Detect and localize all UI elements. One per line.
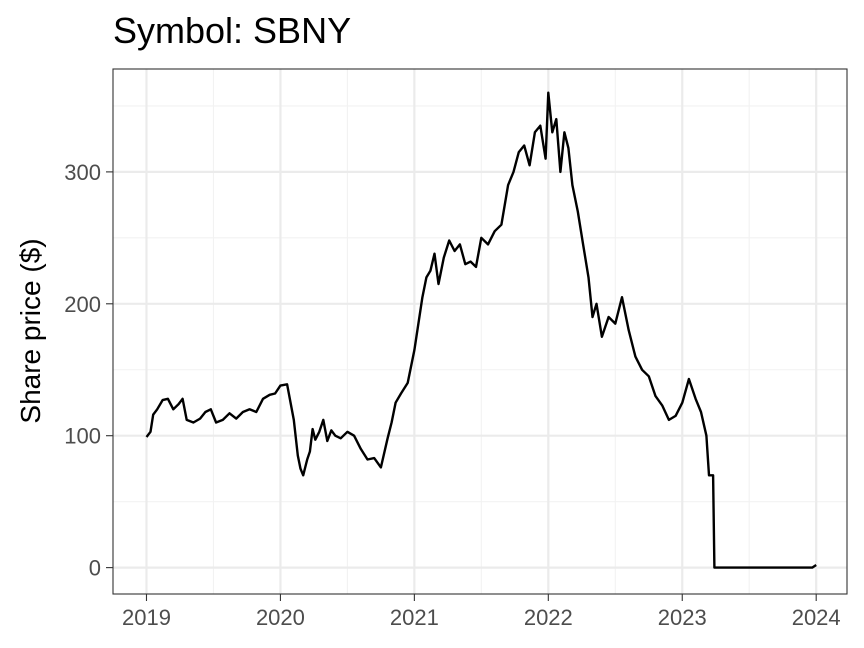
price-series-line <box>145 91 817 569</box>
x-tick-label: 2022 <box>524 605 573 630</box>
chart-title: Symbol: SBNY <box>113 10 351 51</box>
x-axis: 2019 2020 2021 2022 2023 2024 <box>122 594 841 630</box>
minor-gridlines <box>113 69 847 594</box>
plot-panel-border <box>112 68 848 595</box>
x-tick-label: 2023 <box>658 605 707 630</box>
y-tick-label: 200 <box>64 292 101 317</box>
x-tick-label: 2021 <box>390 605 439 630</box>
y-tick-label: 300 <box>64 160 101 185</box>
y-axis: 0 100 200 300 <box>64 160 113 581</box>
series-layer <box>145 91 817 569</box>
y-axis-title: Share price ($) <box>15 238 46 423</box>
x-tick-label: 2020 <box>256 605 305 630</box>
x-tick-label: 2024 <box>792 605 841 630</box>
y-tick-label: 100 <box>64 424 101 449</box>
major-gridlines <box>113 69 847 594</box>
x-tick-label: 2019 <box>122 605 171 630</box>
y-tick-label: 0 <box>89 556 101 581</box>
